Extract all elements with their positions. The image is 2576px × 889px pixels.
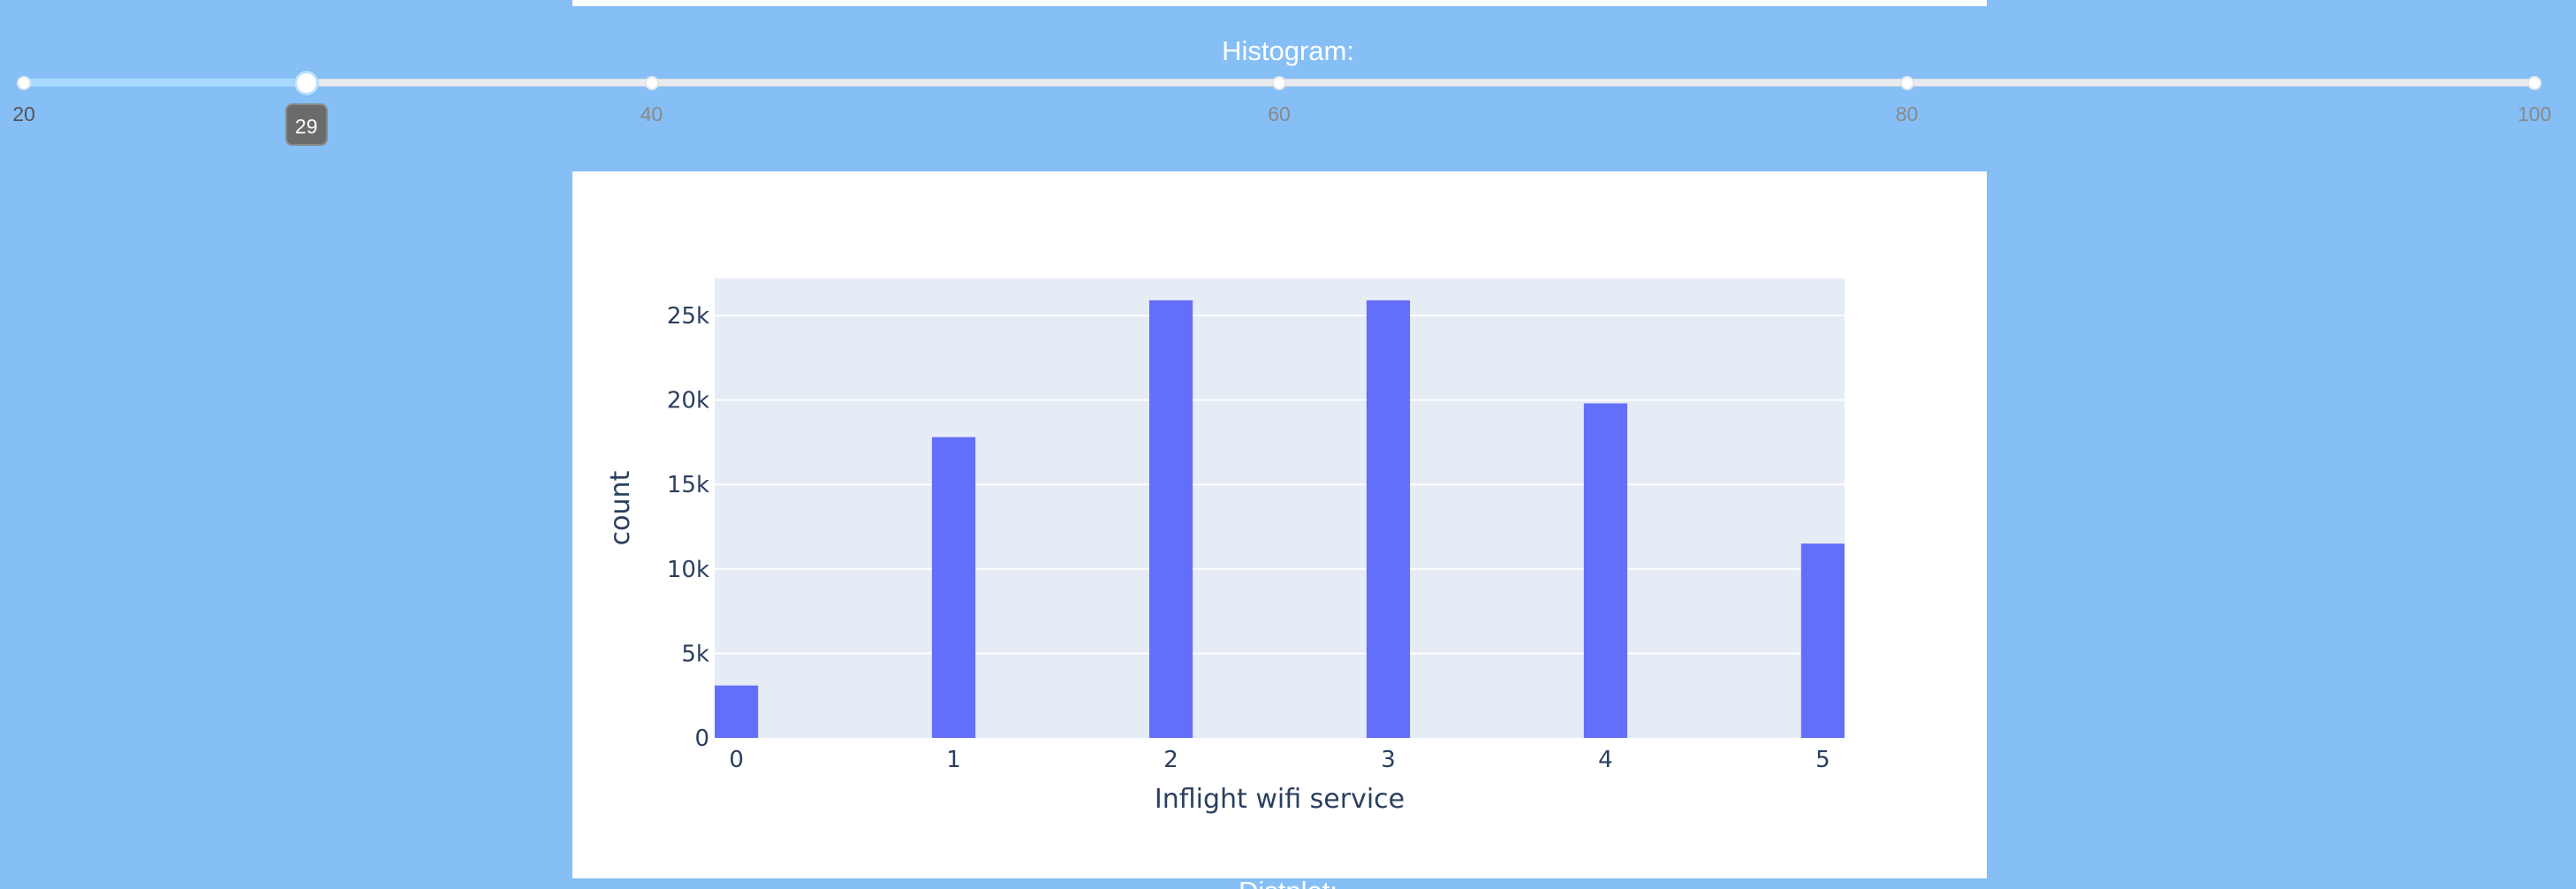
slider-mark-label[interactable]: 80: [1895, 103, 1919, 125]
y-tick-label: 0: [694, 726, 709, 752]
bars: [715, 300, 1845, 738]
slider-mark-label[interactable]: 40: [640, 103, 663, 125]
y-gridlines: [715, 315, 1845, 655]
x-tick-label: 4: [1598, 747, 1613, 773]
x-tick-label: 2: [1163, 747, 1178, 773]
bar[interactable]: [931, 437, 976, 738]
histogram-chart: 0 5k 10k 15k 20k 25k 0 1 2 3 4 5 Inflight wifi ser…: [605, 278, 1845, 815]
slider-value-tooltip: 29: [284, 103, 328, 146]
y-tick-label: 20k: [667, 388, 709, 414]
y-tick-label: 25k: [667, 303, 709, 330]
x-tick-label: 1: [946, 747, 961, 773]
bar[interactable]: [1800, 543, 1845, 738]
slider-mark-label[interactable]: 100: [2517, 103, 2552, 125]
slider-handle[interactable]: [293, 71, 319, 95]
previous-chart-card: [572, 0, 1987, 6]
y-tick-labels: 0 5k 10k 15k 20k 25k: [667, 303, 709, 752]
slider-track-fill: [24, 79, 307, 87]
slider-mark-label[interactable]: 60: [1268, 103, 1291, 125]
slider-mark-dot[interactable]: [644, 76, 659, 90]
x-tick-label: 0: [729, 747, 744, 773]
slider-mark-dot[interactable]: [2527, 76, 2542, 90]
bar[interactable]: [1583, 403, 1628, 738]
plot-area: [715, 278, 1845, 738]
bar[interactable]: [715, 685, 759, 738]
y-axis-label: count: [605, 470, 636, 545]
slider-mark-dot[interactable]: [1272, 76, 1286, 90]
histogram-chart-card: 0 5k 10k 15k 20k 25k 0 1 2 3 4 5 Inflight wifi ser…: [572, 171, 1987, 878]
y-tick-label: 10k: [667, 557, 709, 583]
y-tick-label: 15k: [667, 472, 709, 498]
x-tick-labels: 0 1 2 3 4 5: [729, 747, 1830, 773]
x-tick-label: 3: [1381, 747, 1396, 773]
bar[interactable]: [1148, 300, 1193, 738]
x-axis-label: Inflight wifi service: [1155, 784, 1405, 815]
x-tick-label: 5: [1815, 747, 1830, 773]
y-tick-label: 5k: [681, 641, 709, 667]
slider-mark-dot[interactable]: [1899, 76, 1914, 90]
next-section-title: Distplot:: [0, 878, 2576, 889]
slider-mark-label[interactable]: 20: [12, 103, 35, 125]
bar[interactable]: [1366, 300, 1411, 738]
slider-mark-dot[interactable]: [17, 76, 31, 90]
histogram-bins-slider[interactable]: 20 40 60 80 100 29: [0, 0, 2576, 159]
slider-title: Histogram:: [1222, 35, 1354, 66]
